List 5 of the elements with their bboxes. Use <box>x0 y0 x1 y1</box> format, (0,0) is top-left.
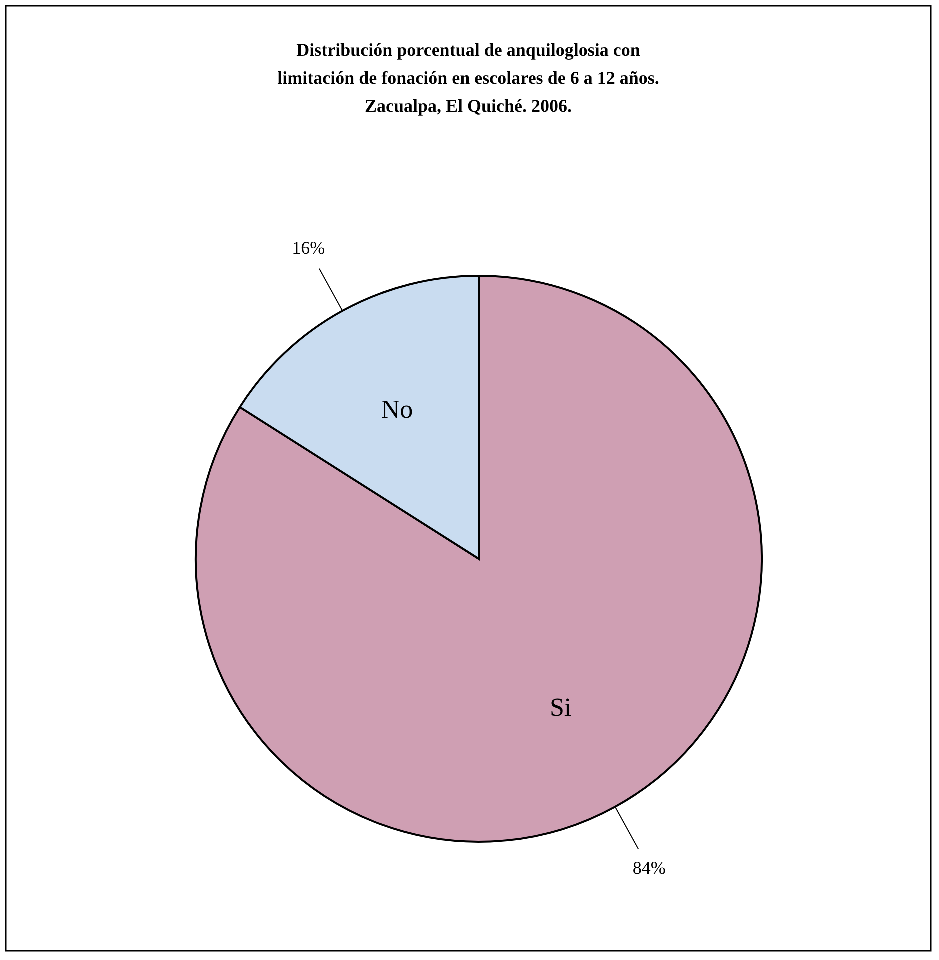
chart-title: Distribución porcentual de anquiloglosia con limitación de fonación en escolares de 6 a 12 años. Zacualpa, El Quiché. 2006. <box>278 40 660 116</box>
slice-label: No <box>381 395 414 424</box>
data-label: 16% <box>292 238 326 258</box>
data-label: 84% <box>632 858 666 878</box>
slice-label: Si <box>550 692 572 722</box>
